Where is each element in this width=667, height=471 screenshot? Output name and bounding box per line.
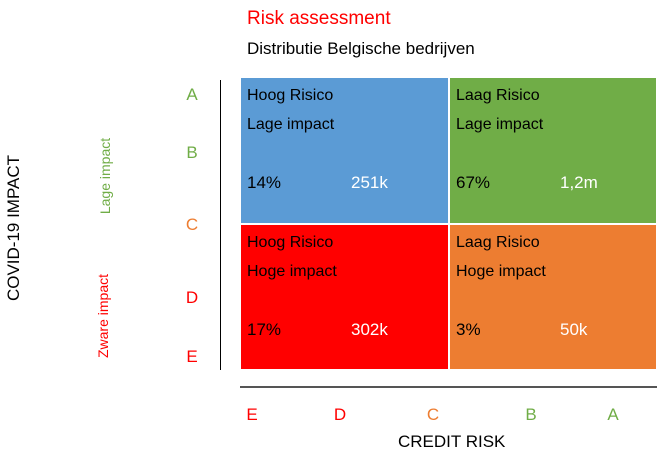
cell-amount: 1,2m [560,173,598,192]
y-letter-e: E [186,347,198,366]
x-letter-b: B [525,405,537,424]
cell-percent: 3% [456,320,481,339]
y-letter-a: A [186,85,198,104]
cell-risk-label: Hoog Risico [247,234,334,251]
page-subtitle: Distributie Belgische bedrijven [247,39,475,58]
cell-amount: 50k [560,320,588,339]
y-letter-b: B [186,143,198,162]
cell-risk-label: Laag Risico [456,87,540,104]
cell-percent: 14% [247,173,282,192]
x-axis-title: CREDIT RISK [398,432,506,451]
cell-amount: 302k [351,320,388,339]
x-letter-e: E [246,405,258,424]
y-letter-c: C [185,215,199,234]
risk-matrix: Hoog Risico Lage impact 14% 251k Laag Ri… [240,77,657,370]
x-axis-line [240,386,657,388]
cell-hoog-risico-lage-impact: Hoog Risico Lage impact 14% 251k [240,77,449,224]
cell-risk-label: Hoog Risico [247,87,334,104]
cell-percent: 17% [247,320,282,339]
cell-amount: 251k [351,173,388,192]
cell-impact-label: Lage impact [247,116,335,133]
cell-laag-risico-hoge-impact: Laag Risico Hoge impact 3% 50k [449,224,657,370]
y-letter-d: D [185,288,199,307]
x-letter-c: C [426,405,440,424]
x-letter-d: D [333,405,347,424]
cell-impact-label: Lage impact [456,116,544,133]
y-axis-line [220,80,221,370]
page-title: Risk assessment [247,8,391,29]
cell-laag-risico-lage-impact: Laag Risico Lage impact 67% 1,2m [449,77,657,224]
cell-hoog-risico-hoge-impact: Hoog Risico Hoge impact 17% 302k [240,224,449,370]
cell-impact-label: Hoge impact [247,263,337,280]
cell-impact-label: Hoge impact [456,263,546,280]
cell-risk-label: Laag Risico [456,234,540,251]
x-letter-a: A [607,405,619,424]
cell-percent: 67% [456,173,491,192]
